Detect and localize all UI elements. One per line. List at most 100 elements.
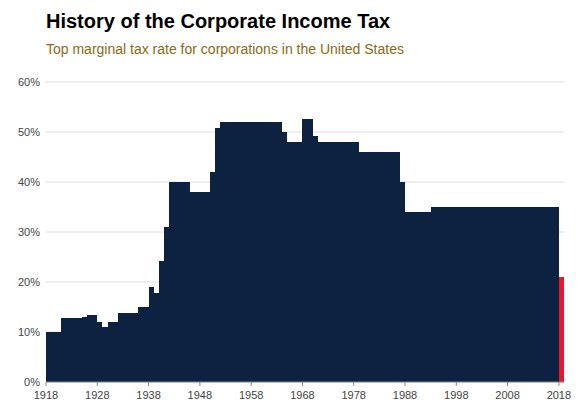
bar [369, 152, 374, 382]
bar [297, 142, 302, 382]
bar [46, 332, 51, 382]
bar [523, 207, 528, 382]
bar [446, 207, 451, 382]
x-tick [148, 382, 149, 386]
x-tick-label: 1978 [341, 389, 365, 401]
bar [497, 207, 502, 382]
bar [390, 152, 395, 382]
bar [246, 122, 251, 382]
bar [354, 142, 359, 382]
bar [513, 207, 518, 382]
bar [102, 327, 107, 382]
bar [220, 122, 225, 382]
bar [272, 122, 277, 382]
bar [426, 212, 431, 382]
bar [528, 207, 533, 382]
bar [554, 207, 559, 382]
x-tick-label: 1988 [393, 389, 417, 401]
y-tick-label: 30% [18, 226, 40, 238]
bar [400, 182, 405, 382]
bar [308, 119, 313, 382]
bar [349, 142, 354, 382]
bar [431, 207, 436, 382]
x-tick [456, 382, 457, 386]
bar [77, 318, 82, 382]
bar [226, 122, 231, 382]
x-tick [97, 382, 98, 386]
bar [205, 192, 210, 382]
x-tick-label: 1928 [85, 389, 109, 401]
bar [472, 207, 477, 382]
bar [231, 122, 236, 382]
bar [56, 332, 61, 382]
bar [61, 318, 66, 382]
bar [256, 122, 261, 382]
bar [467, 207, 472, 382]
y-tick-label: 20% [18, 276, 40, 288]
grid-line [46, 382, 564, 383]
bar [261, 122, 266, 382]
y-tick-label: 50% [18, 126, 40, 138]
x-tick [46, 382, 47, 386]
bar [543, 207, 548, 382]
bar [82, 317, 87, 382]
bar [128, 313, 133, 382]
bar [333, 142, 338, 382]
x-tick [507, 382, 508, 386]
bar [456, 207, 461, 382]
bar [379, 152, 384, 382]
bar [410, 212, 415, 382]
bar [87, 315, 92, 383]
bars [46, 119, 564, 382]
bar [113, 322, 118, 382]
bar [451, 207, 456, 382]
bar [195, 192, 200, 382]
bar [118, 313, 123, 382]
bar [487, 207, 492, 382]
y-tick-label: 10% [18, 326, 40, 338]
bar [323, 142, 328, 382]
x-tick-label: 1958 [239, 389, 263, 401]
x-tick [405, 382, 406, 386]
bar [67, 318, 72, 382]
bar [174, 182, 179, 382]
bar [492, 207, 497, 382]
bar [302, 119, 307, 382]
bar [538, 207, 543, 382]
bar [318, 142, 323, 382]
bar [338, 142, 343, 382]
bar [236, 122, 241, 382]
bar [502, 207, 507, 382]
bar [277, 122, 282, 382]
x-tick [302, 382, 303, 386]
bar [559, 277, 564, 382]
bar [200, 192, 205, 382]
bar [374, 152, 379, 382]
bar [215, 128, 220, 382]
bar [461, 207, 466, 382]
chart: History of the Corporate Income TaxTop m… [0, 0, 580, 412]
bar [210, 172, 215, 382]
bar [549, 207, 554, 382]
bar [51, 332, 56, 382]
title: History of the Corporate Income Tax [46, 10, 390, 32]
y-tick-label: 40% [18, 176, 40, 188]
bar [415, 212, 420, 382]
bar [420, 212, 425, 382]
bar [477, 207, 482, 382]
bar [190, 192, 195, 382]
x-tick-label: 1938 [136, 389, 160, 401]
bar [405, 212, 410, 382]
bar [138, 307, 143, 382]
bar [359, 152, 364, 382]
bar [533, 207, 538, 382]
bar [313, 136, 318, 382]
bar [364, 152, 369, 382]
x-tick-label: 1968 [290, 389, 314, 401]
bar [343, 142, 348, 382]
bar [108, 322, 113, 382]
bar [441, 207, 446, 382]
bar [267, 122, 272, 382]
x-tick-label: 1948 [188, 389, 212, 401]
bar [184, 182, 189, 382]
